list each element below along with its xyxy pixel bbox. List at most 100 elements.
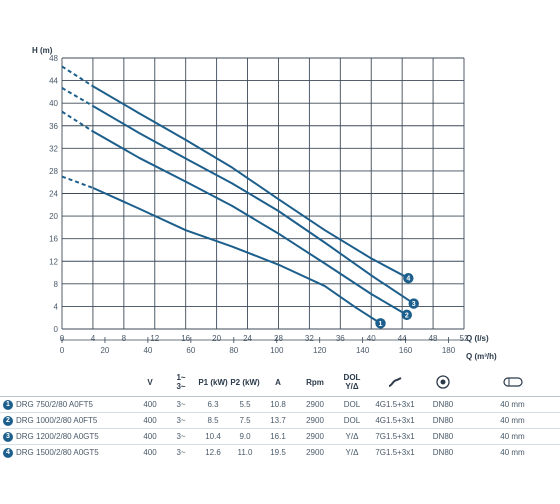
curve-marker-label-1: 1 [379,321,383,328]
curve-marker-label-4: 4 [406,276,410,283]
table-row: 4 DRG 1500/2/80 A0GT5 400 3~ 12.6 11.0 19.5 290… [0,444,560,460]
p2-cell: 11.0 [229,444,261,460]
x2-tick-label: 40 [143,346,152,355]
x-tick-label: 28 [274,334,283,343]
diameter-header [465,368,560,397]
x2-axis-label: Q (m³/h) [466,352,497,361]
x2-tick-label: 160 [399,346,413,355]
curve-1-dashed [61,175,94,189]
curve-2 [92,130,408,316]
x-tick-label: 20 [212,334,221,343]
curves: 1 23 4 [61,65,419,329]
y-tick-label: 0 [54,325,59,334]
grid [61,57,465,330]
phase-header-bottom: 3~ [176,382,186,391]
curve-4 [92,85,409,280]
x-tick-label: 12 [150,334,159,343]
start-cell: Y/Δ [335,444,369,460]
rpm-cell: 2900 [295,444,335,460]
voltage-cell: 400 [135,428,165,445]
phase-cell: 3~ [165,396,197,413]
dn-cell: DN80 [421,444,465,460]
y-axis-label: H (m) [32,46,53,55]
amp-header: A [261,368,295,397]
rpm-cell: 2900 [295,412,335,429]
phase-cell: 3~ [165,412,197,429]
p2-cell: 7.5 [229,412,261,429]
start-header-top: DOL [343,373,361,382]
curve-marker-2 [401,309,412,321]
curve-marker-label-3: 3 [412,301,416,308]
amp-cell: 13.7 [261,412,295,429]
y-tick-label: 24 [49,190,58,199]
cable-header [369,368,421,397]
p1-cell: 10.4 [197,428,229,445]
curve-marker-4 [403,272,414,284]
y-tick-label: 16 [49,235,58,244]
model-name: DRG 750/2/80 A0FT5 [16,399,93,409]
x2-tick-label: 0 [60,346,65,355]
table-row: 1 DRG 750/2/80 A0FT5 400 3~ 6.3 5.5 10.8 2900 DO… [0,396,560,413]
y-tick-label: 4 [54,302,59,311]
start-cell: DOL [335,412,369,429]
model-name: DRG 1200/2/80 A0GT5 [16,431,99,441]
rpm-header: Rpm [295,368,335,397]
dn-cell: DN80 [421,396,465,413]
x2-tick-label: 80 [229,346,238,355]
x2-tick-label: 20 [100,346,109,355]
model-cell: 3 DRG 1200/2/80 A0GT5 [0,428,135,445]
model-cell: 1 DRG 750/2/80 A0FT5 [0,396,135,413]
curve-1 [92,186,382,325]
voltage-cell: 400 [135,396,165,413]
phase-header: 1~ 3~ [165,368,197,397]
dn-cell: DN80 [421,428,465,445]
dn-cell: DN80 [421,412,465,429]
voltage-header: V [135,368,165,397]
flange-icon [436,375,450,389]
curve-2-dashed [61,110,94,133]
specs-table: V 1~ 3~ P1 (kW) P2 (kW) A Rpm DOL Y/Δ 1 DRG… [0,368,560,460]
curve-3-dashed [61,87,94,107]
p2-cell: 5.5 [229,396,261,413]
p1-header: P1 (kW) [197,368,229,397]
p1-cell: 12.6 [197,444,229,460]
voltage-cell: 400 [135,412,165,429]
row-number-badge: 2 [3,415,13,426]
start-cell: Y/Δ [335,428,369,445]
phase-header-top: 1~ [176,373,186,382]
p1-cell: 6.3 [197,396,229,413]
cable-cell: 7G1.5+3x1 [369,428,421,445]
amp-cell: 19.5 [261,444,295,460]
x-tick-label: 48 [429,334,438,343]
p2-cell: 9.0 [229,428,261,445]
rpm-cell: 2900 [295,396,335,413]
x-axis-label: Q (l/s) [466,334,489,343]
diameter-cell: 40 mm [465,428,560,445]
y-tick-label: 20 [49,212,58,221]
rpm-cell: 2900 [295,428,335,445]
amp-cell: 10.8 [261,396,295,413]
x-tick-label: 24 [243,334,252,343]
cable-icon [388,377,402,387]
curve-marker-3 [408,298,419,309]
row-number-badge: 1 [3,399,13,410]
diameter-cell: 40 mm [465,396,560,413]
y-tick-label: 36 [49,122,58,131]
start-header: DOL Y/Δ [335,368,369,397]
cable-cell: 4G1.5+3x1 [369,412,421,429]
x-tick-label: 32 [305,334,314,343]
diameter-cell: 40 mm [465,444,560,460]
p1-cell: 8.5 [197,412,229,429]
phase-cell: 3~ [165,428,197,445]
curve-marker-label-2: 2 [405,312,409,319]
y-tick-label: 48 [49,54,58,63]
model-header [0,368,135,397]
x2-tick-label: 120 [313,346,327,355]
model-name: DRG 1000/2/80 A0FT5 [16,415,98,425]
x-tick-label: 8 [122,334,127,343]
x-tick-label: 16 [181,334,190,343]
diameter-cell: 40 mm [465,412,560,429]
model-cell: 4 DRG 1500/2/80 A0GT5 [0,444,135,460]
diameter-icon [502,377,523,387]
cable-cell: 4G1.5+3x1 [369,396,421,413]
